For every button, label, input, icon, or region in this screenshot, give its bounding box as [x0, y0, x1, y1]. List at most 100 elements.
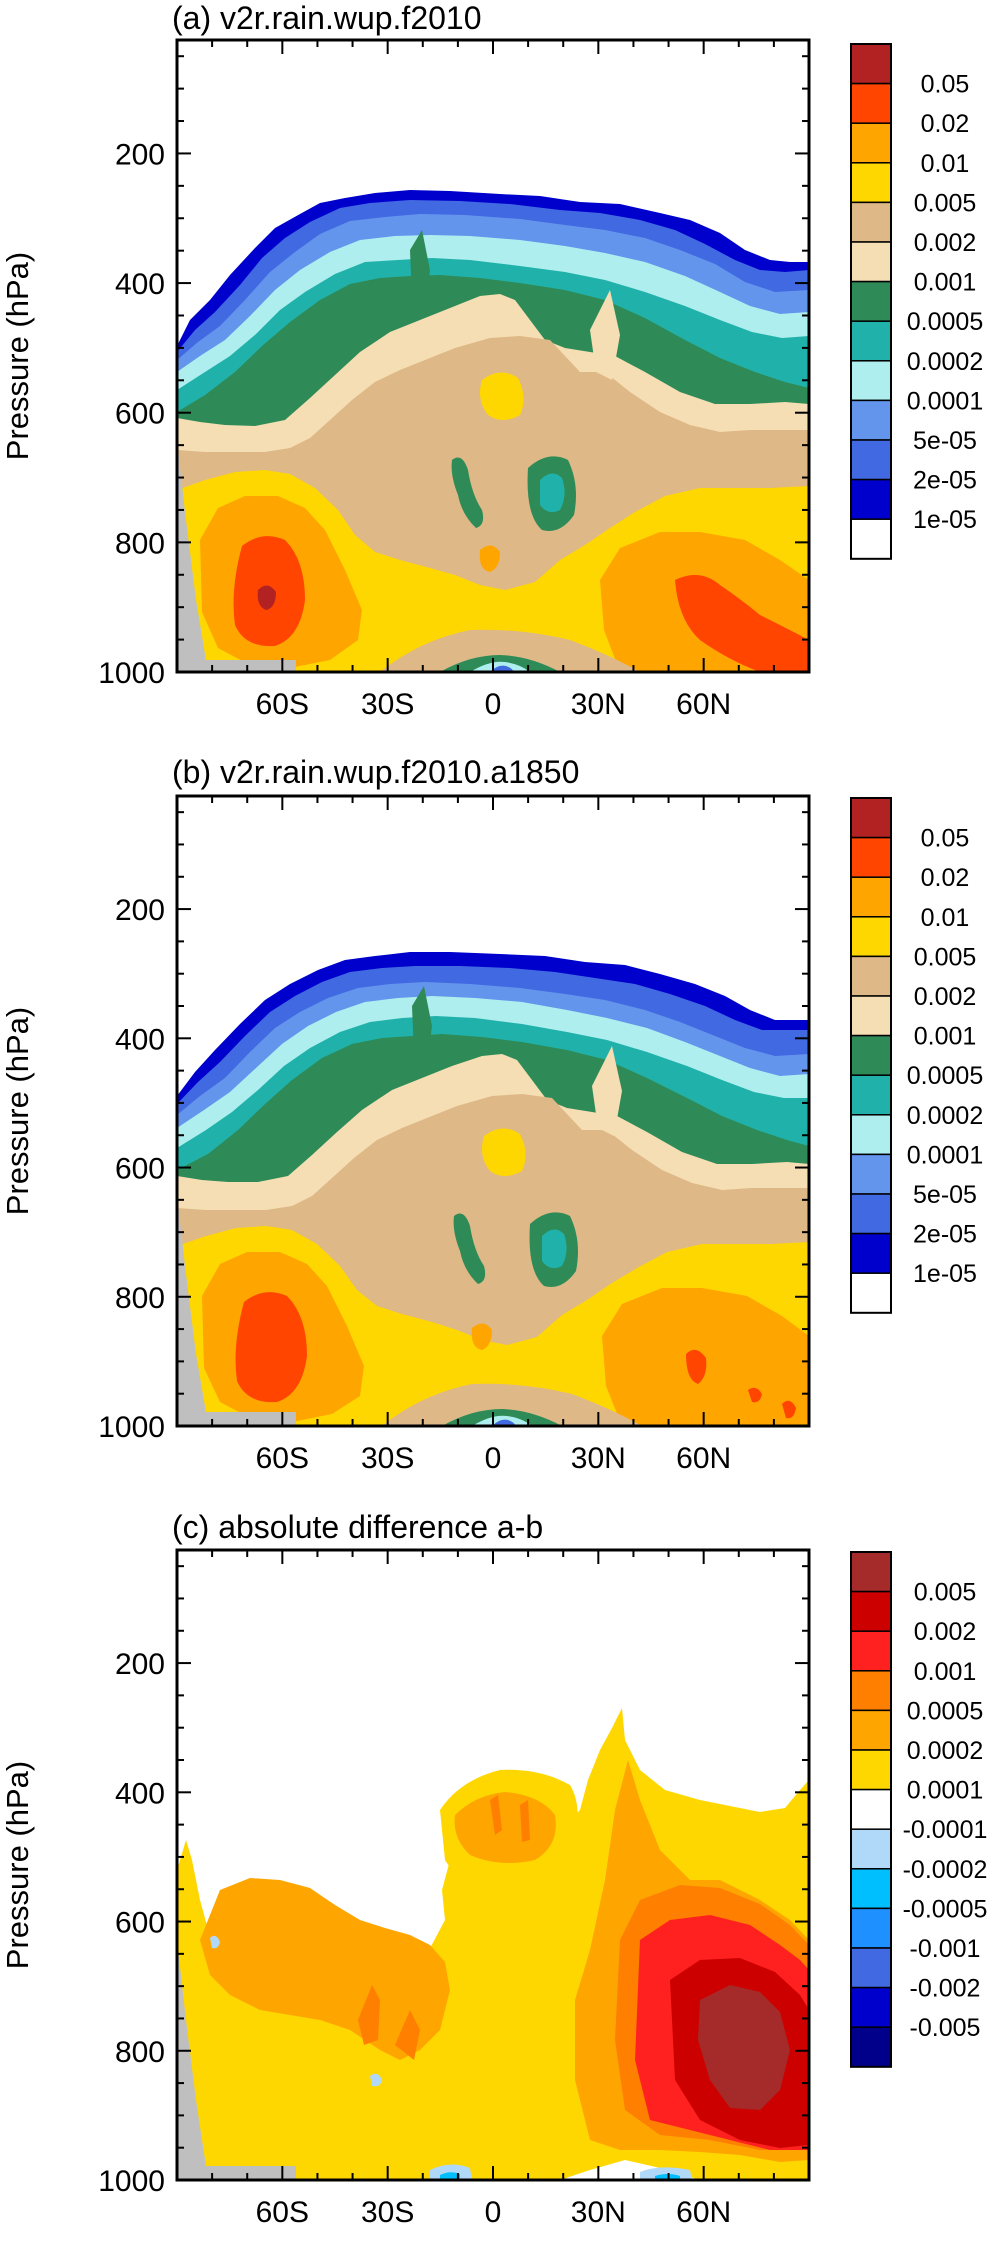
colorbar-label: 0.0001: [907, 1141, 983, 1169]
panel-a-colorbar: 0.05 0.02 0.01 0.005 0.002 0.001 0.0005 0.0002 0…: [850, 43, 983, 560]
colorbar-swatch: [850, 1828, 892, 1870]
y-tick-label: 200: [115, 138, 165, 171]
colorbar-label: -0.002: [910, 1975, 981, 2003]
panel-c-xaxis: 60S 30S 0 30N 60N: [211, 1550, 775, 2229]
panel-b-ylabel: Pressure (hPa): [0, 1007, 35, 1215]
contour-surface-1e-05: [490, 665, 514, 672]
colorbar-label: 0.0001: [907, 1777, 983, 1805]
diff-0.005: [698, 1985, 790, 2110]
diff-0.0002-blob: [454, 1792, 556, 1864]
y-tick-label: 600: [115, 398, 165, 431]
colorbar-frame: [850, 43, 892, 560]
colorbar-label: 0.002: [914, 1618, 977, 1646]
x-tick-label: 30N: [571, 2196, 626, 2229]
colorbar-label: 0.005: [914, 943, 977, 971]
colorbar-swatch: [850, 1630, 892, 1672]
panel-b-yaxis: 200 400 600 800 1000: [98, 811, 809, 1444]
colorbar-label: 0.02: [921, 864, 970, 892]
terrain-mask: [177, 1940, 296, 2180]
colorbar-swatch: [850, 995, 892, 1037]
x-tick-label: 60N: [676, 2196, 731, 2229]
colorbar-label: 0.0005: [907, 308, 983, 336]
colorbar-swatch: [850, 241, 892, 283]
y-tick-label: 400: [115, 268, 165, 301]
colorbar-swatch: [850, 360, 892, 402]
y-tick-label: 400: [115, 1777, 165, 1810]
panel-c: (c) absolute difference a-b 200 400 600 800…: [0, 1509, 987, 2229]
panel-c-yaxis: 200 400 600 800 1000: [98, 1565, 809, 2198]
colorbar-swatch: [850, 320, 892, 362]
x-tick-label: 30S: [361, 1442, 414, 1475]
y-tick-label: 800: [115, 2036, 165, 2069]
panel-c-colorbar: 0.005 0.002 0.001 0.0005 0.0002 0.0001 -0.0001…: [850, 1551, 988, 2068]
colorbar-swatch: [850, 439, 892, 481]
contour-0.05: [257, 585, 276, 610]
x-tick-label: 30S: [361, 688, 414, 721]
colorbar-label: 0.0002: [907, 1737, 983, 1765]
colorbar-swatch: [850, 1034, 892, 1076]
colorbar-swatch: [850, 916, 892, 958]
colorbar-label: 5e-05: [913, 427, 977, 455]
colorbar-swatch: [850, 1272, 892, 1314]
panel-c-title: (c) absolute difference a-b: [172, 1509, 543, 1545]
x-tick-label: 0: [485, 1442, 502, 1475]
colorbar-swatch: [850, 1232, 892, 1274]
colorbar-frame: [850, 797, 892, 1314]
colorbar-swatch: [850, 955, 892, 997]
colorbar-swatch: [850, 1551, 892, 1593]
colorbar-swatch: [850, 162, 892, 204]
colorbar-label: -0.0002: [903, 1856, 988, 1884]
x-tick-label: 60N: [676, 688, 731, 721]
colorbar-swatch: [850, 201, 892, 243]
colorbar-swatch: [850, 1709, 892, 1751]
colorbar-label: 0.01: [921, 150, 970, 178]
colorbar-label: 0.002: [914, 983, 977, 1011]
colorbar-swatch: [850, 1114, 892, 1156]
colorbar-swatch: [850, 1868, 892, 1910]
colorbar-swatch: [850, 122, 892, 164]
y-tick-label: 200: [115, 894, 165, 927]
colorbar-label: 2e-05: [913, 467, 977, 495]
colorbar-label: 0.02: [921, 110, 970, 138]
colorbar-swatch: [850, 43, 892, 85]
colorbar-label: 0.005: [914, 189, 977, 217]
colorbar-label: -0.001: [910, 1935, 981, 1963]
contour-ridge: [590, 290, 620, 380]
colorbar-swatch: [850, 1590, 892, 1632]
colorbar-swatch: [850, 2026, 892, 2068]
y-tick-label: 800: [115, 527, 165, 560]
colorbar-label: -0.0005: [903, 1895, 988, 1923]
panel-b-title: (b) v2r.rain.wup.f2010.a1850: [172, 754, 579, 790]
colorbar-swatch: [850, 1788, 892, 1830]
terrain-mask: [177, 440, 296, 672]
y-tick-label: 400: [115, 1023, 165, 1056]
y-tick-label: 600: [115, 1153, 165, 1186]
panel-a: (a) v2r.rain.wup.f2010: [0, 0, 983, 721]
colorbar-swatch: [850, 1749, 892, 1791]
panel-b: (b) v2r.rain.wup.f2010.a1850: [0, 754, 983, 1475]
x-tick-label: 30S: [361, 2196, 414, 2229]
colorbar-label: 0.05: [921, 825, 970, 853]
y-tick-label: 800: [115, 1282, 165, 1315]
colorbar-frame: [850, 1551, 892, 2068]
y-tick-label: 1000: [98, 1411, 165, 1444]
x-tick-label: 60S: [256, 1442, 309, 1475]
contour-mid-0.0005-b: [451, 457, 484, 528]
x-tick-label: 60N: [676, 1442, 731, 1475]
colorbar-swatch: [850, 1153, 892, 1195]
colorbar-label: 1e-05: [913, 506, 977, 534]
colorbar-swatch: [850, 280, 892, 322]
colorbar-swatch: [850, 1907, 892, 1949]
colorbar-swatch: [850, 836, 892, 878]
colorbar-label: -0.0001: [903, 1816, 988, 1844]
colorbar-swatch: [850, 1074, 892, 1116]
y-tick-label: 600: [115, 1907, 165, 1940]
colorbar-swatch: [850, 1670, 892, 1712]
contour-mid-0.005: [480, 372, 524, 420]
panel-b-xaxis: 60S 30S 0 30N 60N: [211, 796, 775, 1475]
panel-a-yaxis: 200 400 600 800 1000: [98, 55, 809, 690]
colorbar-label: 0.001: [914, 1658, 977, 1686]
colorbar-label: 0.01: [921, 904, 970, 932]
colorbar-label: 0.0002: [907, 1102, 983, 1130]
